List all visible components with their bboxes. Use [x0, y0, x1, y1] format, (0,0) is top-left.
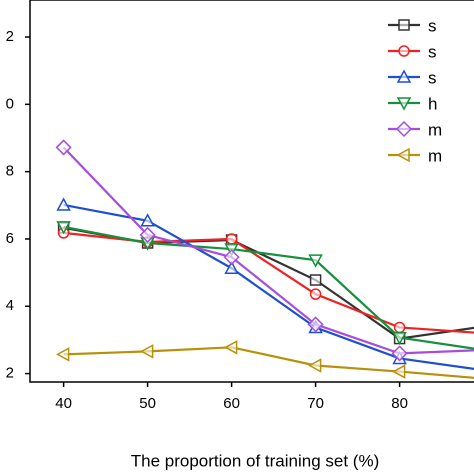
- point-marker: [56, 197, 71, 211]
- point-marker: [140, 344, 154, 359]
- point-marker: [224, 340, 238, 355]
- point-marker: [224, 260, 239, 274]
- legend-marker: [396, 69, 412, 83]
- point-marker: [140, 213, 155, 227]
- legend-label: m: [428, 120, 442, 139]
- y-tick-label: 8: [6, 163, 14, 180]
- series-line: [63, 231, 474, 334]
- series-line: [63, 346, 474, 379]
- x-tick-label: 60: [223, 395, 240, 412]
- point-marker: [223, 249, 240, 266]
- series-line: [62, 146, 474, 355]
- point-marker: [56, 347, 70, 362]
- x-tick-label: 80: [391, 395, 408, 412]
- point-marker: [307, 316, 324, 333]
- y-tick-label: 2: [6, 28, 14, 45]
- legend-label: s: [428, 68, 437, 87]
- legend-marker: [398, 19, 410, 31]
- point-marker: [392, 331, 407, 346]
- point-marker: [139, 226, 156, 243]
- x-tick-label: 50: [139, 395, 156, 412]
- legend-label: m: [428, 146, 442, 165]
- legend-marker: [398, 45, 410, 57]
- series-line: [63, 225, 474, 350]
- legend-marker: [395, 120, 413, 138]
- plot-frame: [29, 0, 474, 383]
- point-marker: [393, 321, 406, 334]
- point-marker: [309, 288, 322, 300]
- y-tick-label: 6: [6, 230, 14, 247]
- x-axis-title: The proportion of training set (%): [131, 451, 380, 470]
- legend-label: s: [428, 16, 437, 35]
- y-tick-label: 2: [6, 365, 14, 382]
- series-line: [63, 226, 474, 340]
- point-marker: [391, 345, 408, 362]
- point-marker: [309, 274, 322, 286]
- y-tick-label: 0: [6, 95, 14, 112]
- point-marker: [225, 233, 238, 245]
- point-marker: [308, 358, 322, 373]
- x-tick-label: 70: [307, 395, 324, 412]
- point-marker: [55, 139, 72, 156]
- point-marker: [56, 221, 71, 235]
- point-marker: [308, 254, 323, 268]
- series-line: [63, 203, 474, 370]
- legend-label: h: [428, 94, 437, 113]
- y-tick-label: 4: [6, 297, 14, 314]
- legend-marker: [396, 147, 410, 163]
- legend-label: s: [428, 42, 437, 61]
- legend-marker: [396, 97, 412, 111]
- x-tick-label: 40: [55, 395, 72, 412]
- point-marker: [392, 364, 406, 379]
